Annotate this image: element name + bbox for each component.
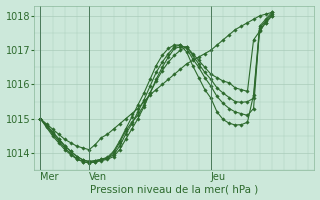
- X-axis label: Pression niveau de la mer( hPa ): Pression niveau de la mer( hPa ): [90, 184, 259, 194]
